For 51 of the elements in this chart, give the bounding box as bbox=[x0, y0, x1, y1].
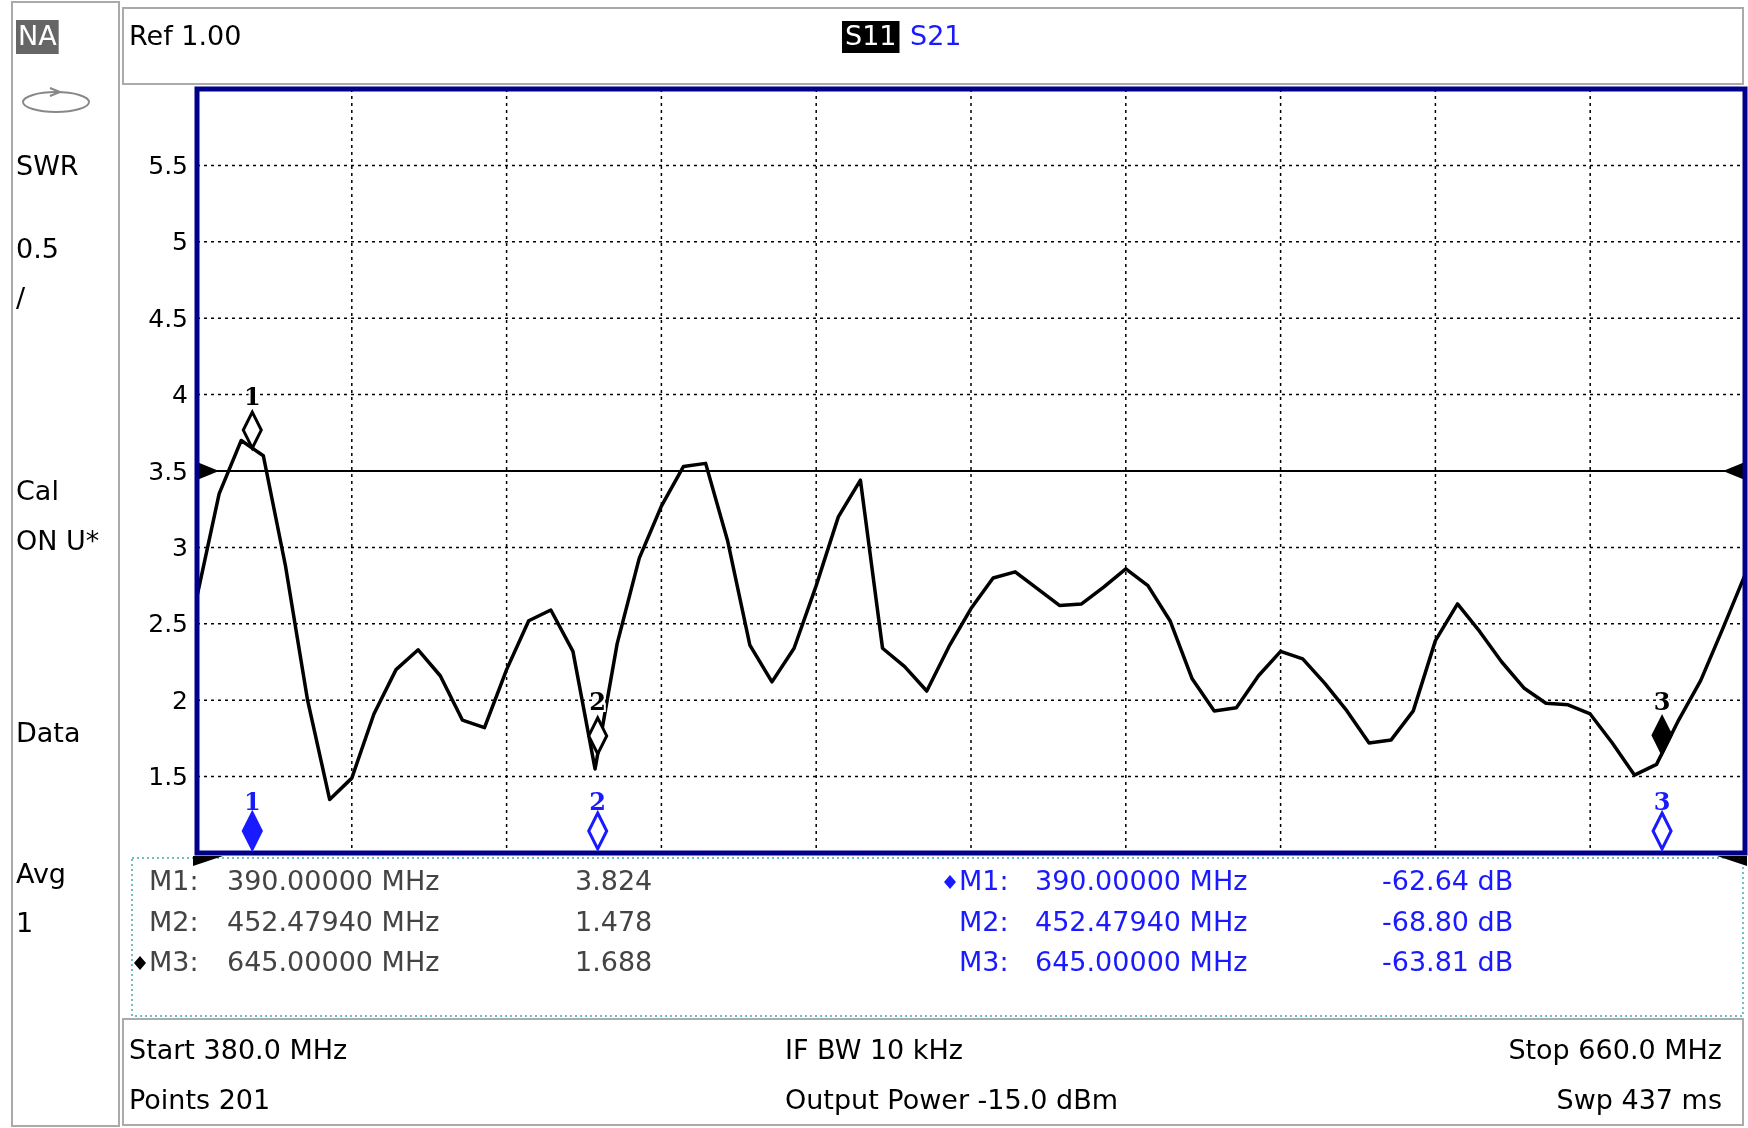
text: ON U* bbox=[16, 524, 100, 556]
text: 3.824 bbox=[575, 864, 653, 896]
y-tick-label: 5.5 bbox=[148, 150, 188, 180]
text: 390.00000 MHz bbox=[227, 864, 440, 896]
text: Data bbox=[16, 716, 81, 748]
text: S11 bbox=[845, 19, 897, 51]
annotation: 1 bbox=[243, 381, 261, 411]
text: 645.00000 MHz bbox=[227, 945, 440, 977]
annotation: 3 bbox=[1653, 786, 1671, 816]
text: M2: bbox=[959, 905, 1009, 937]
text: Points 201 bbox=[129, 1083, 271, 1115]
annotation: 3 bbox=[1653, 686, 1671, 716]
text: M3: bbox=[149, 945, 199, 977]
text: / bbox=[16, 281, 26, 313]
text: Avg bbox=[16, 857, 67, 889]
annotation: 2 bbox=[589, 786, 607, 816]
text: M3: bbox=[959, 945, 1009, 977]
y-tick-label: 3.5 bbox=[148, 456, 188, 486]
y-tick-label: 1.5 bbox=[148, 762, 188, 792]
text: Output Power -15.0 dBm bbox=[785, 1083, 1118, 1115]
text: M1: bbox=[959, 864, 1009, 896]
y-tick-label: 4.5 bbox=[148, 303, 188, 333]
text: 390.00000 MHz bbox=[1035, 864, 1248, 896]
annotation: 1 bbox=[243, 786, 261, 816]
text: M2: bbox=[149, 905, 199, 937]
y-tick-label: 2.5 bbox=[148, 609, 188, 639]
text: Start 380.0 MHz bbox=[129, 1033, 348, 1065]
text: 452.47940 MHz bbox=[1035, 905, 1248, 937]
text: -63.81 dB bbox=[1382, 945, 1514, 977]
text: IF BW 10 kHz bbox=[785, 1033, 963, 1065]
text: Swp 437 ms bbox=[1556, 1083, 1722, 1115]
text: Stop 660.0 MHz bbox=[1508, 1033, 1722, 1065]
text: 1.688 bbox=[575, 945, 653, 977]
y-tick-label: 5 bbox=[172, 227, 188, 257]
text: -62.64 dB bbox=[1382, 864, 1514, 896]
text: Ref 1.00 bbox=[129, 19, 242, 51]
text: 452.47940 MHz bbox=[227, 905, 440, 937]
text: M1: bbox=[149, 864, 199, 896]
text: S21 bbox=[910, 19, 962, 51]
text: 1 bbox=[16, 906, 34, 938]
y-tick-label: 2 bbox=[172, 685, 188, 715]
text: NA bbox=[18, 19, 58, 51]
annotation: 2 bbox=[589, 687, 607, 717]
text: 1.478 bbox=[575, 905, 653, 937]
y-tick-label: 4 bbox=[172, 380, 188, 410]
y-tick-label: 3 bbox=[172, 532, 188, 562]
text: 0.5 bbox=[16, 232, 59, 264]
y-axis-title: SWR bbox=[16, 149, 79, 181]
text: 645.00000 MHz bbox=[1035, 945, 1248, 977]
text: -68.80 dB bbox=[1382, 905, 1514, 937]
text: Cal bbox=[16, 474, 59, 506]
